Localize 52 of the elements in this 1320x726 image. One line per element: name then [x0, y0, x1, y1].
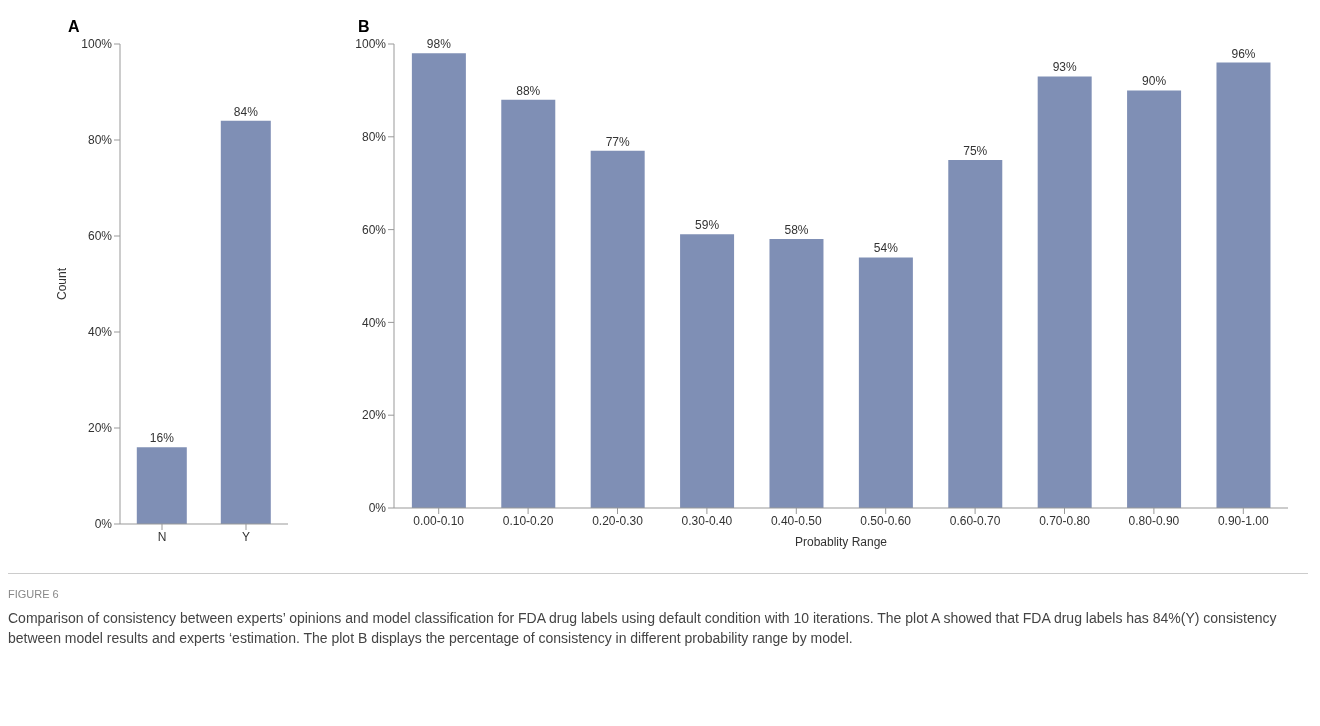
y-tick-label: 0%	[94, 517, 113, 532]
chart-title: A	[68, 18, 80, 36]
data-label: 90%	[1142, 74, 1167, 89]
data-label: 54%	[873, 241, 899, 256]
x-tick-label: 0.10-0.20	[502, 513, 554, 528]
bar	[1037, 76, 1092, 508]
y-tick-label: 60%	[361, 222, 387, 237]
bar	[680, 234, 735, 508]
x-tick-label: 0.40-0.50	[770, 513, 822, 528]
x-tick-label: 0.00-0.10	[413, 513, 465, 528]
y-tick-label: 20%	[361, 408, 387, 423]
bar	[769, 238, 824, 508]
x-tick-label: 0.30-0.40	[681, 513, 733, 528]
x-tick-label: 0.50-0.60	[860, 513, 912, 528]
x-tick-label: Y	[241, 529, 251, 544]
data-label: 77%	[605, 134, 631, 149]
data-label: 96%	[1231, 46, 1256, 61]
data-label: 93%	[1052, 60, 1078, 75]
y-tick-label: 0%	[368, 501, 387, 516]
x-tick-label: 0.20-0.30	[592, 513, 644, 528]
x-tick-label: 0.80-0.90	[1128, 513, 1180, 528]
data-label: 84%	[233, 104, 259, 119]
y-tick-label: 40%	[361, 315, 387, 330]
y-axis-title: Count	[55, 267, 70, 301]
text: Comparison of consistency between experts’ opinions and model classification for FDA drug labels using default condition with 10 iterations. The plot A showed that FDA drug labels has 84%(Y) consistency between model results and experts ‘estimation. The plot B displays the percentage of consistency in different probability range by model.	[8, 609, 1278, 648]
bar	[858, 257, 913, 508]
y-tick-label: 40%	[87, 325, 113, 340]
data-label: 58%	[784, 222, 809, 237]
bar	[948, 160, 1003, 508]
bar	[1127, 90, 1182, 508]
x-axis-title: Probablity Range	[794, 535, 888, 549]
bar	[411, 53, 466, 508]
bar	[501, 99, 556, 508]
x-tick-label: 0.60-0.70	[949, 513, 1001, 528]
data-label: 98%	[426, 37, 452, 52]
x-tick-label: 0.70-0.80	[1039, 513, 1091, 528]
y-tick-label: 100%	[355, 37, 387, 52]
x-tick-label: N	[157, 529, 167, 544]
y-tick-label: 60%	[87, 229, 113, 244]
y-tick-label: 20%	[87, 421, 113, 436]
x-tick-label: 0.90-1.00	[1217, 513, 1269, 528]
data-label: 59%	[695, 218, 720, 233]
data-label: 88%	[516, 83, 541, 98]
y-tick-label: 80%	[87, 133, 113, 148]
data-label: 16%	[149, 431, 175, 446]
caption: FIGURE 6	[8, 587, 60, 602]
chart-title: B	[358, 18, 370, 36]
y-tick-label: 80%	[361, 130, 387, 145]
y-tick-label: 100%	[81, 37, 113, 52]
bar	[590, 150, 645, 508]
data-label: 75%	[963, 144, 988, 158]
bar	[1216, 62, 1271, 508]
